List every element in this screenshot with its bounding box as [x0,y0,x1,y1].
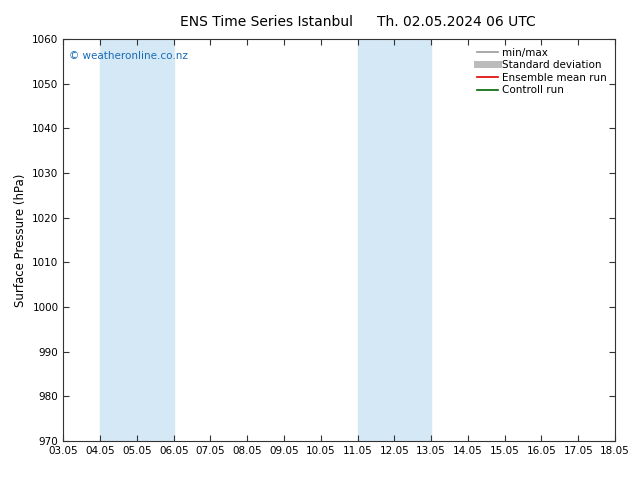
Text: © weatheronline.co.nz: © weatheronline.co.nz [69,51,188,61]
Bar [100,39,174,441]
Legend: min/max, Standard deviation, Ensemble mean run, Controll run: min/max, Standard deviation, Ensemble me… [474,45,610,98]
Text: Th. 02.05.2024 06 UTC: Th. 02.05.2024 06 UTC [377,15,536,29]
Text: ENS Time Series Istanbul: ENS Time Series Istanbul [180,15,353,29]
Bar [358,39,431,441]
Y-axis label: Surface Pressure (hPa): Surface Pressure (hPa) [14,173,27,307]
